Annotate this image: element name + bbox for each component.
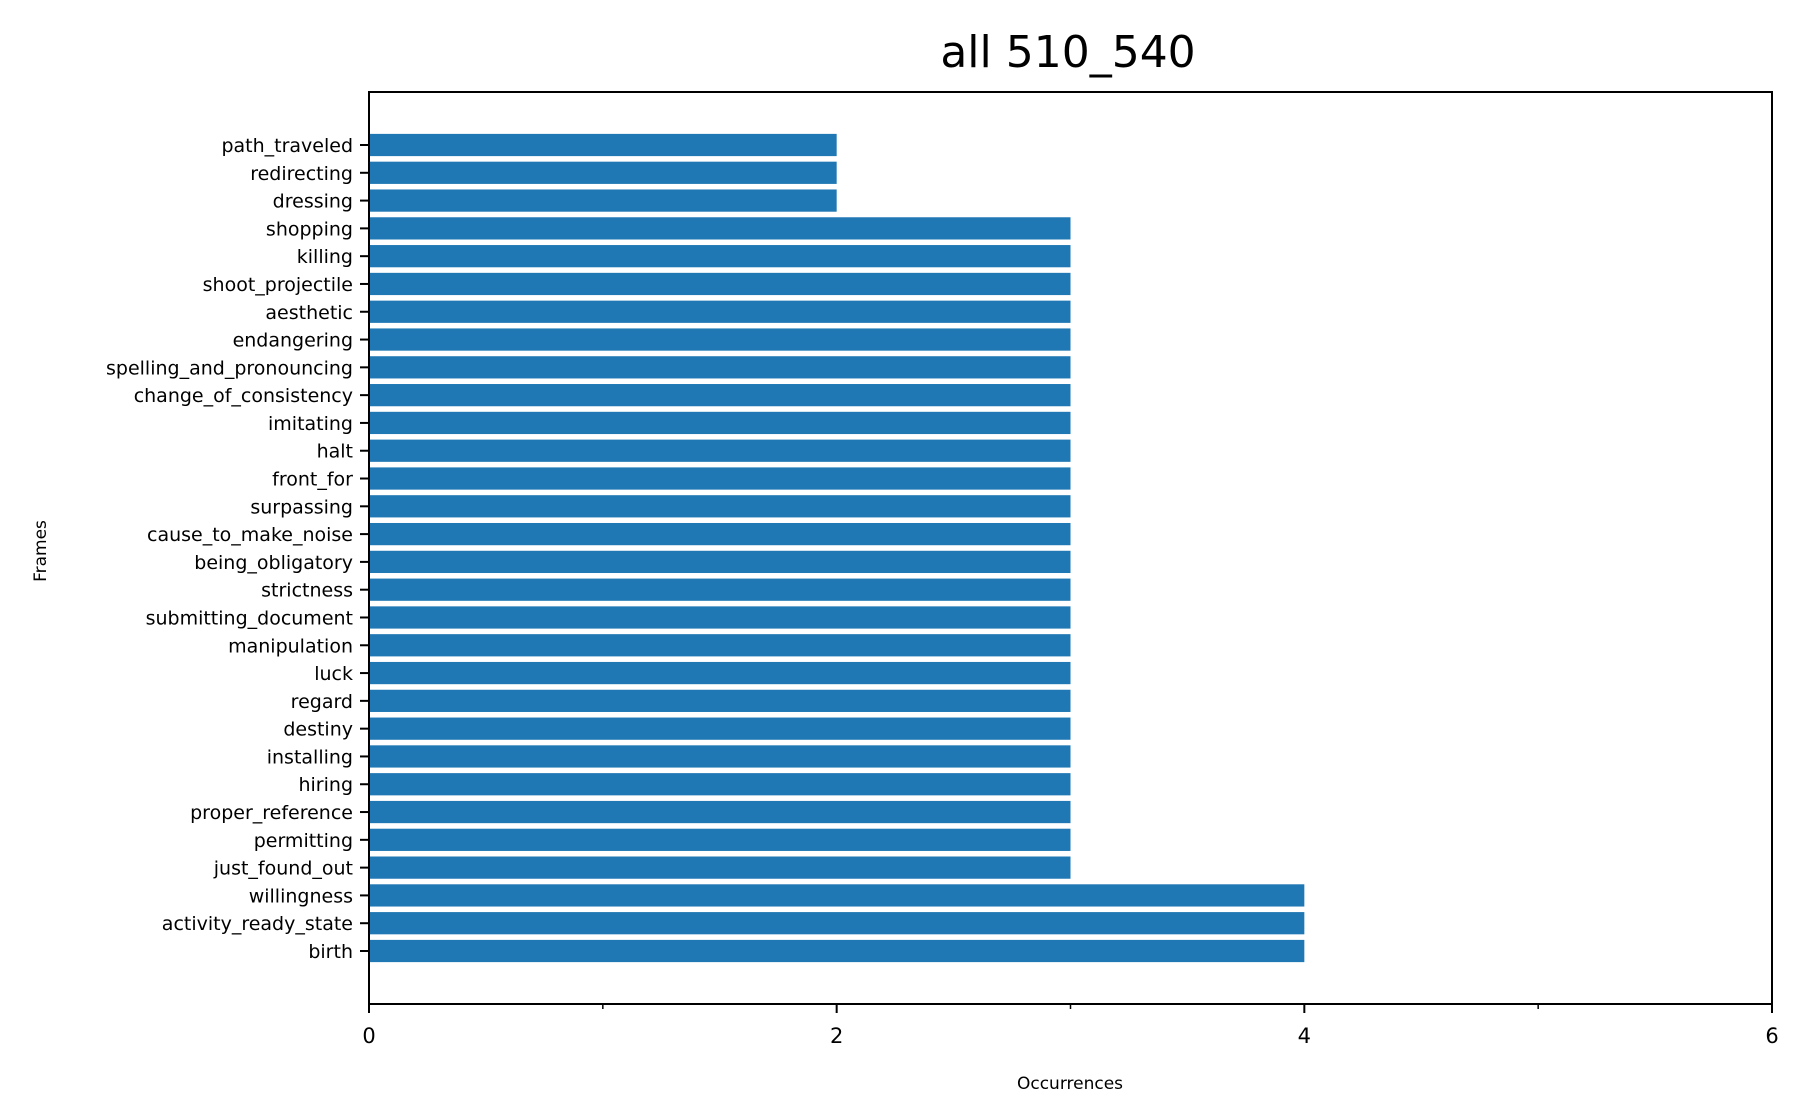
x-axis-ticks: 0 2 4 6 — [362, 1004, 1779, 1048]
bar-submitting_document — [369, 606, 1071, 629]
y-tick-label: front_for — [272, 469, 353, 491]
y-tick-label: shopping — [266, 218, 353, 240]
y-tick-label: destiny — [283, 719, 353, 741]
y-tick-label: being_obligatory — [194, 552, 353, 574]
bar-permitting — [369, 828, 1071, 851]
x-tick-label: 0 — [362, 1024, 375, 1048]
y-tick-label: birth — [308, 941, 353, 963]
y-tick-label: redirecting — [250, 163, 353, 185]
y-tick-label: aesthetic — [265, 302, 353, 324]
y-axis-label: Frames — [31, 520, 51, 582]
bar-spelling_and_pronouncing — [369, 356, 1071, 379]
y-tick-label: surpassing — [250, 496, 353, 518]
bar-path_traveled — [369, 133, 837, 157]
y-tick-label: proper_reference — [190, 802, 353, 824]
bar-just_found_out — [369, 856, 1071, 879]
bar-aesthetic — [369, 300, 1071, 323]
y-tick-label: spelling_and_pronouncing — [106, 357, 353, 379]
bar-killing — [369, 245, 1071, 268]
y-tick-label: killing — [297, 246, 353, 268]
y-tick-label: regard — [291, 691, 353, 713]
bar-surpassing — [369, 495, 1071, 518]
y-tick-label: endangering — [233, 330, 353, 352]
y-tick-label: hiring — [298, 774, 353, 796]
bar-front_for — [369, 467, 1071, 490]
bar-change_of_consistency — [369, 384, 1071, 407]
y-tick-label: permitting — [254, 830, 353, 852]
bar-activity_ready_state — [369, 912, 1305, 935]
bar-cause_to_make_noise — [369, 522, 1071, 546]
plot-frame — [368, 91, 1773, 1005]
bar-strictness — [369, 578, 1071, 601]
y-tick-label: path_traveled — [221, 135, 353, 157]
bar-halt — [369, 439, 1071, 462]
chart-title: all 510_540 — [940, 27, 1195, 78]
y-tick-label: shoot_projectile — [203, 274, 353, 296]
y-tick-label: installing — [267, 746, 353, 768]
bar-destiny — [369, 717, 1071, 740]
bar-imitating — [369, 411, 1071, 435]
y-tick-label: halt — [317, 441, 353, 463]
x-tick-label: 6 — [1765, 1024, 1778, 1048]
y-tick-label: submitting_document — [146, 607, 353, 629]
bar-endangering — [369, 328, 1071, 351]
y-tick-label: change_of_consistency — [134, 385, 353, 407]
bar-willingness — [369, 884, 1305, 907]
y-tick-label: willingness — [249, 885, 353, 907]
y-tick-label: cause_to_make_noise — [147, 524, 353, 546]
bar-dressing — [369, 189, 837, 212]
x-tick-label: 4 — [1298, 1024, 1311, 1048]
y-tick-label: just_found_out — [213, 858, 353, 880]
bar-manipulation — [369, 634, 1071, 657]
bar-hiring — [369, 773, 1071, 796]
bars — [369, 133, 1305, 963]
x-axis-label: Occurrences — [1017, 1074, 1123, 1094]
bar-regard — [369, 689, 1071, 712]
y-tick-label: activity_ready_state — [162, 913, 353, 935]
bar-installing — [369, 745, 1071, 768]
y-tick-label: luck — [314, 663, 353, 685]
bar-redirecting — [369, 161, 837, 184]
bar-shopping — [369, 217, 1071, 240]
y-tick-label: dressing — [273, 191, 353, 213]
bar-proper_reference — [369, 800, 1071, 824]
y-axis-ticks: path_traveled redirecting dressing shopping… — [106, 135, 369, 963]
y-tick-label: imitating — [268, 413, 353, 435]
bar-luck — [369, 661, 1071, 685]
bar-being_obligatory — [369, 550, 1071, 574]
y-tick-label: strictness — [261, 580, 353, 602]
x-tick-label: 2 — [830, 1024, 843, 1048]
y-tick-label: manipulation — [228, 635, 353, 657]
bar-birth — [369, 939, 1305, 963]
bar-shoot_projectile — [369, 272, 1071, 296]
